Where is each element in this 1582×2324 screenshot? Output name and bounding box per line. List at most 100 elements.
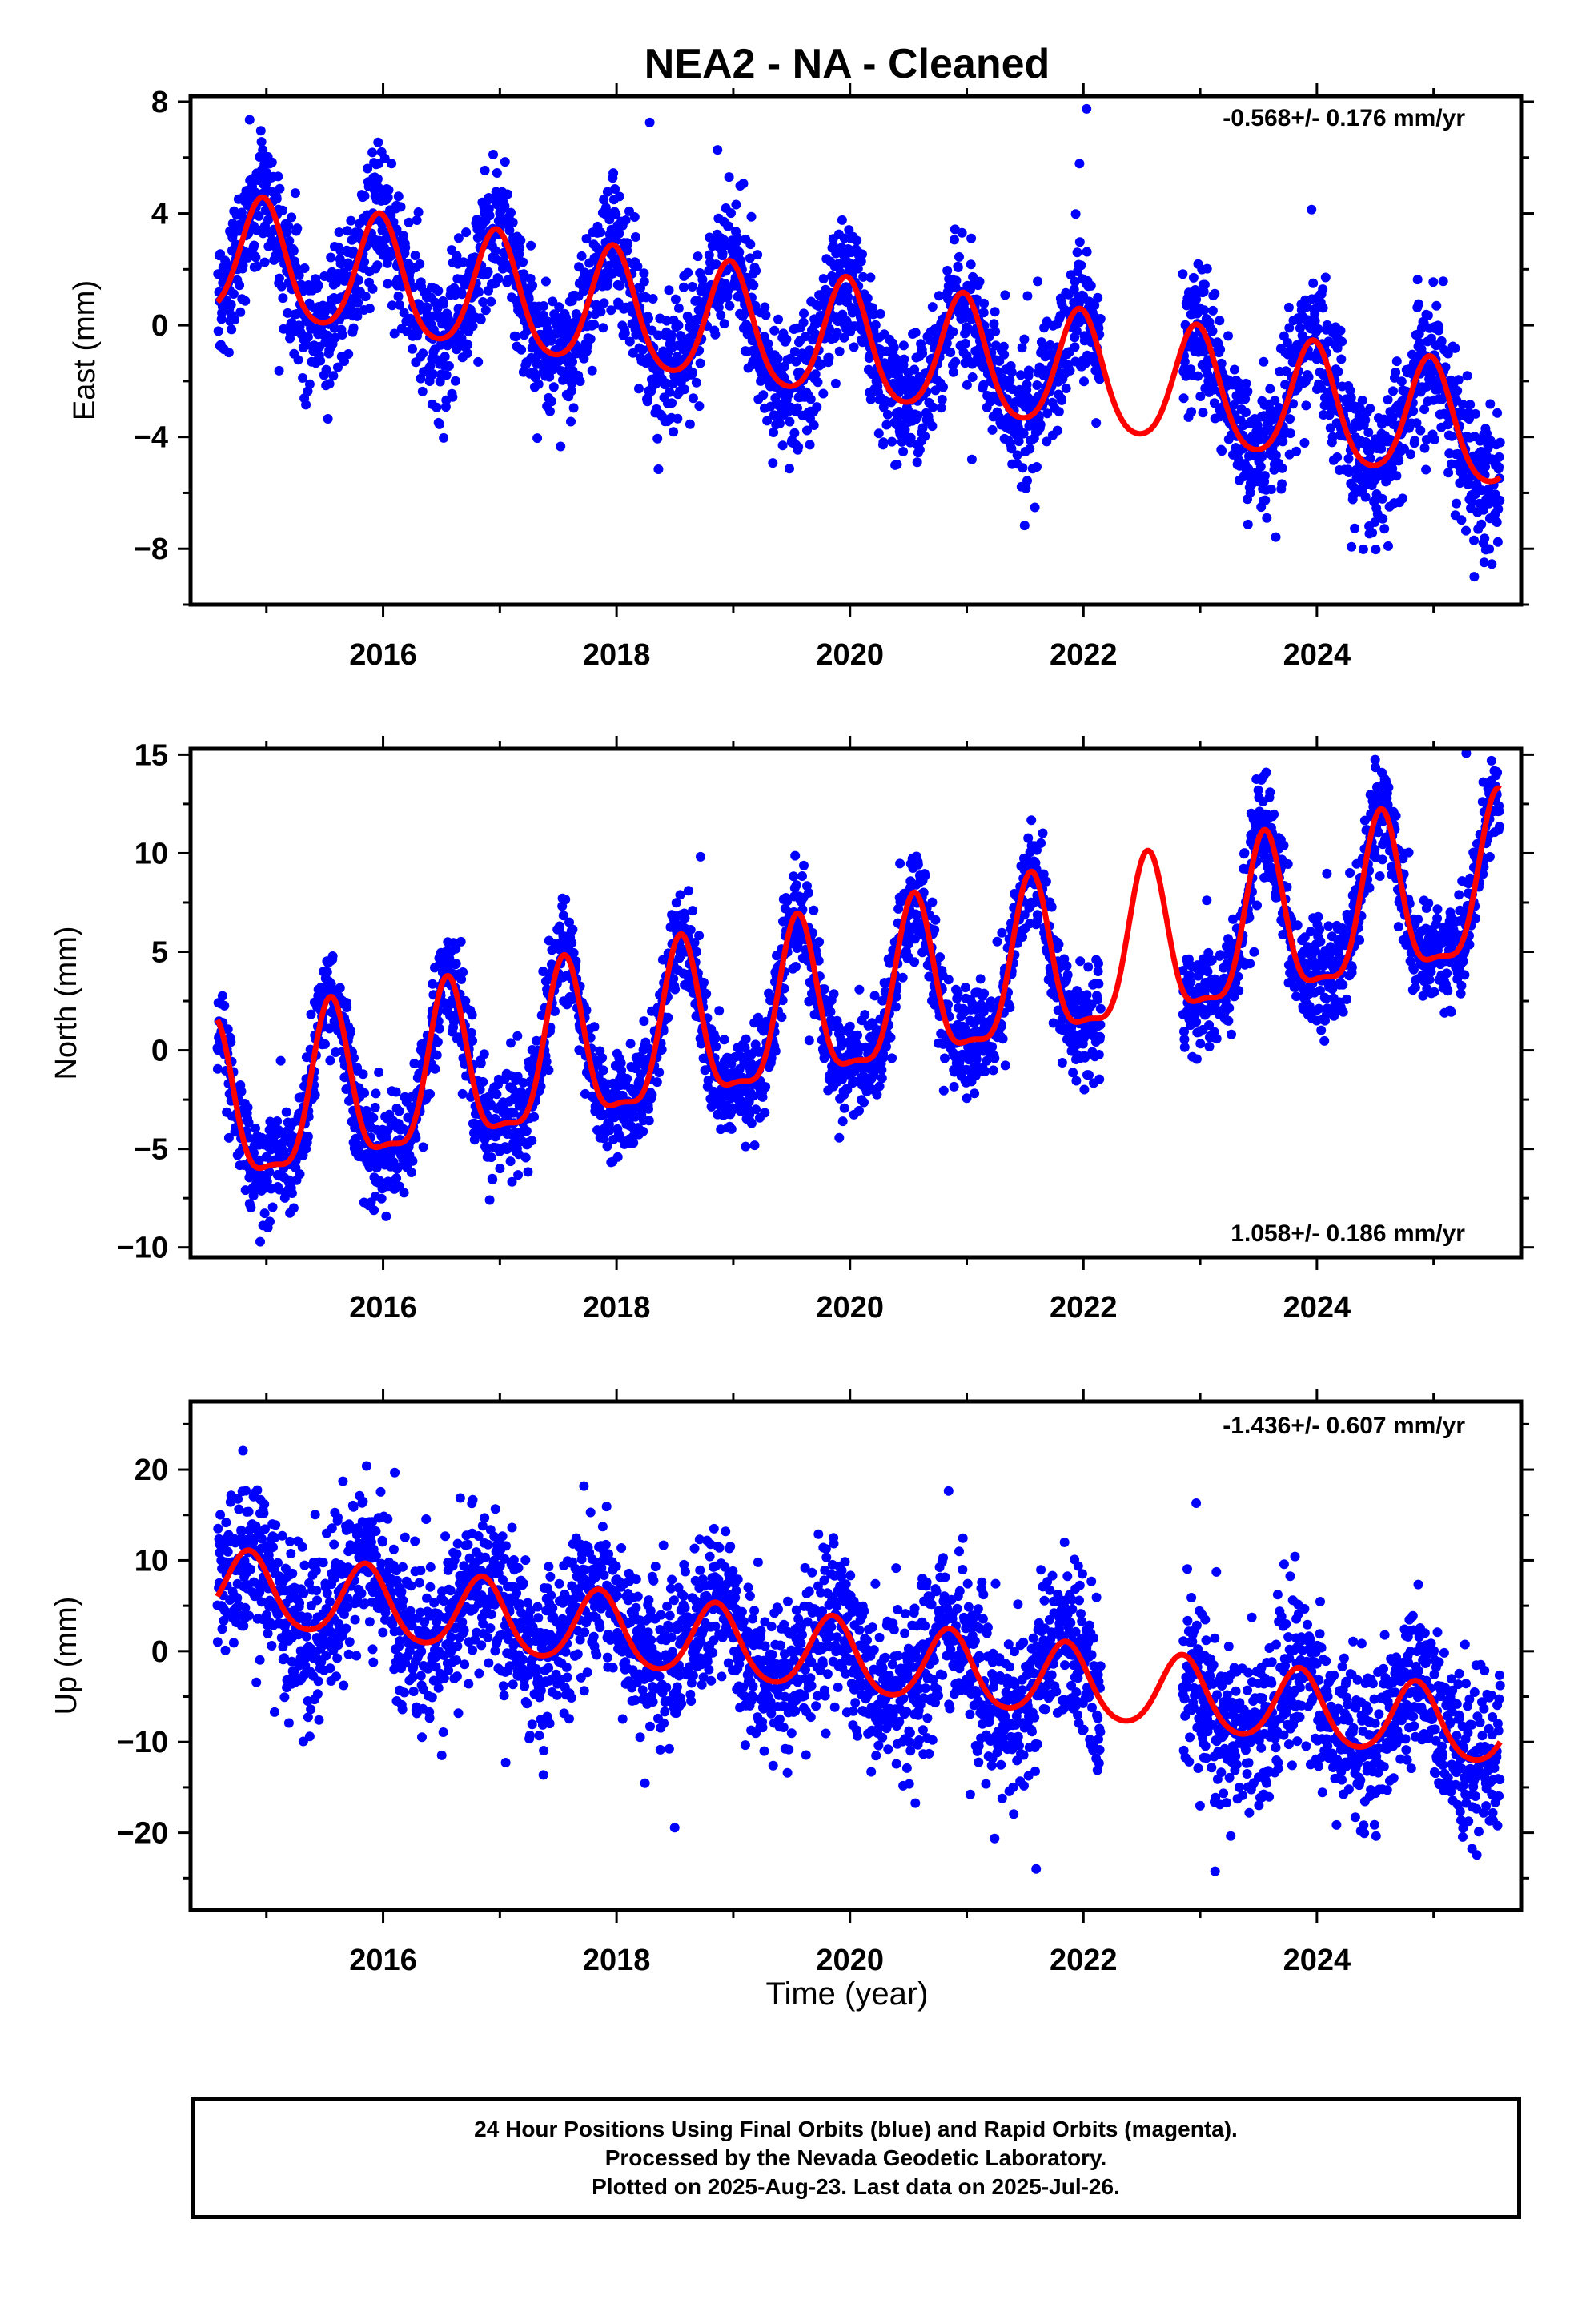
data-point [281, 1107, 291, 1117]
data-point [1278, 436, 1288, 447]
x-tick-label: 2022 [1050, 638, 1118, 672]
data-point [1370, 517, 1380, 527]
data-point [1387, 464, 1398, 474]
data-point [711, 259, 721, 270]
data-point [1207, 305, 1218, 316]
data-point [1398, 493, 1407, 504]
data-point [812, 402, 822, 412]
data-point [463, 340, 473, 350]
data-point [1284, 323, 1295, 333]
data-point [1094, 374, 1105, 384]
data-point [696, 851, 705, 862]
data-point [508, 1084, 518, 1094]
data-point [256, 137, 267, 147]
data-point [892, 460, 902, 469]
data-point [773, 314, 783, 324]
data-point [685, 925, 696, 935]
data-point [1241, 378, 1251, 388]
data-point [620, 328, 630, 338]
data-point [287, 212, 297, 223]
data-point [971, 294, 982, 304]
data-point [1320, 272, 1331, 283]
y-tick-label: −4 [134, 421, 168, 455]
data-point [434, 419, 444, 429]
data-point [1343, 468, 1354, 477]
data-point [694, 931, 705, 941]
data-point [516, 235, 526, 246]
data-point [484, 1195, 495, 1205]
data-point [387, 159, 397, 169]
data-point [1091, 418, 1102, 428]
data-point [526, 240, 536, 251]
data-point [622, 1073, 632, 1084]
data-point [1019, 334, 1030, 344]
data-point [751, 266, 761, 276]
data-point [468, 321, 478, 332]
data-point [255, 1236, 265, 1247]
data-point [412, 215, 422, 225]
data-point [604, 1125, 615, 1136]
data-point [608, 168, 619, 179]
data-point [1255, 461, 1266, 472]
data-point [644, 117, 655, 127]
data-point [374, 1068, 384, 1077]
data-point [539, 301, 549, 311]
data-point [507, 1176, 517, 1187]
data-point [953, 263, 963, 272]
data-point [1191, 294, 1202, 304]
data-point [1295, 323, 1305, 333]
data-point [962, 380, 972, 390]
data-point [295, 1169, 305, 1180]
data-point [518, 1077, 528, 1088]
data-point [824, 324, 834, 334]
figure-title: NEA2 - NA - Cleaned [644, 41, 1050, 87]
data-point [428, 369, 438, 380]
data-point [761, 1082, 771, 1092]
data-point [243, 1102, 253, 1112]
data-point [711, 1042, 721, 1051]
data-point [989, 319, 999, 329]
data-point [276, 281, 287, 292]
data-point [483, 267, 493, 277]
data-point [785, 416, 795, 427]
data-point [335, 259, 346, 269]
data-point [351, 1133, 361, 1144]
data-point [761, 310, 771, 320]
data-point [642, 396, 652, 407]
data-point [610, 184, 620, 194]
data-point [849, 342, 859, 352]
data-point [663, 1012, 673, 1023]
data-point [230, 315, 240, 325]
data-point [738, 179, 749, 189]
data-point [544, 328, 555, 339]
data-point [1469, 572, 1480, 582]
data-point [1484, 544, 1495, 554]
data-point [441, 370, 452, 380]
data-point [543, 316, 553, 327]
data-point [379, 153, 390, 163]
data-point [789, 428, 800, 438]
data-point [1021, 483, 1031, 493]
data-point [746, 1118, 757, 1128]
data-point [339, 356, 349, 366]
data-point [524, 294, 534, 304]
data-point [693, 251, 703, 262]
data-point [275, 183, 285, 194]
data-point [999, 349, 1010, 360]
data-point [334, 227, 344, 238]
data-point [1327, 432, 1338, 442]
data-point [521, 1126, 532, 1136]
data-point [745, 239, 756, 250]
data-point [858, 271, 869, 282]
data-point [547, 396, 556, 407]
data-point [769, 325, 780, 336]
data-point [408, 344, 417, 354]
data-point [1245, 488, 1255, 498]
data-point [1207, 326, 1218, 336]
data-point [652, 1077, 662, 1088]
data-point [567, 938, 577, 948]
data-point [602, 187, 612, 197]
data-point [490, 246, 500, 256]
data-point [360, 292, 371, 302]
data-point [1336, 354, 1347, 364]
